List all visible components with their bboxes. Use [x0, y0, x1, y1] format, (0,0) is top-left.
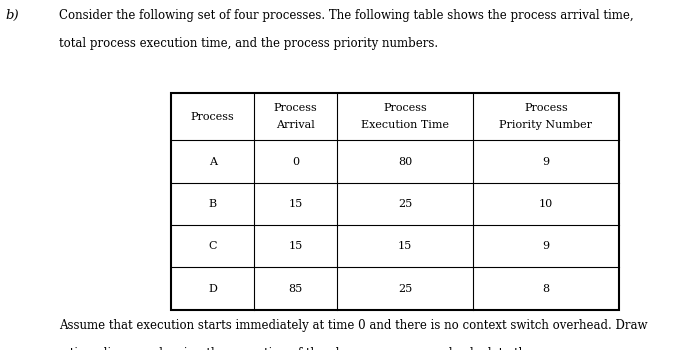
Text: 15: 15	[288, 199, 303, 209]
Text: 15: 15	[288, 241, 303, 251]
Text: 25: 25	[398, 284, 412, 294]
Text: Process: Process	[524, 103, 568, 113]
Text: Process: Process	[191, 112, 234, 121]
Text: 8: 8	[542, 284, 549, 294]
Text: 80: 80	[398, 157, 412, 167]
Text: Consider the following set of four processes. The following table shows the proc: Consider the following set of four proce…	[59, 9, 634, 22]
Text: 10: 10	[539, 199, 553, 209]
Text: C: C	[208, 241, 217, 251]
Text: 9: 9	[542, 241, 549, 251]
Text: 25: 25	[398, 199, 412, 209]
Text: 15: 15	[398, 241, 412, 251]
Text: 9: 9	[542, 157, 549, 167]
Text: Process: Process	[383, 103, 427, 113]
Text: 85: 85	[288, 284, 303, 294]
Bar	[171, 93, 619, 310]
Text: Arrival: Arrival	[276, 120, 315, 130]
Text: a time diagram showing the execution of the above processes and calculate the av: a time diagram showing the execution of …	[59, 346, 585, 350]
Text: Execution Time: Execution Time	[361, 120, 449, 130]
Text: Priority Number: Priority Number	[499, 120, 593, 130]
Text: A: A	[208, 157, 217, 167]
Text: Process: Process	[273, 103, 317, 113]
Text: total process execution time, and the process priority numbers.: total process execution time, and the pr…	[59, 37, 438, 50]
Text: b): b)	[6, 9, 19, 22]
Text: D: D	[208, 284, 217, 294]
Text: 0: 0	[292, 157, 299, 167]
Text: B: B	[208, 199, 217, 209]
Text: Assume that execution starts immediately at time 0 and there is no context switc: Assume that execution starts immediately…	[59, 319, 648, 332]
